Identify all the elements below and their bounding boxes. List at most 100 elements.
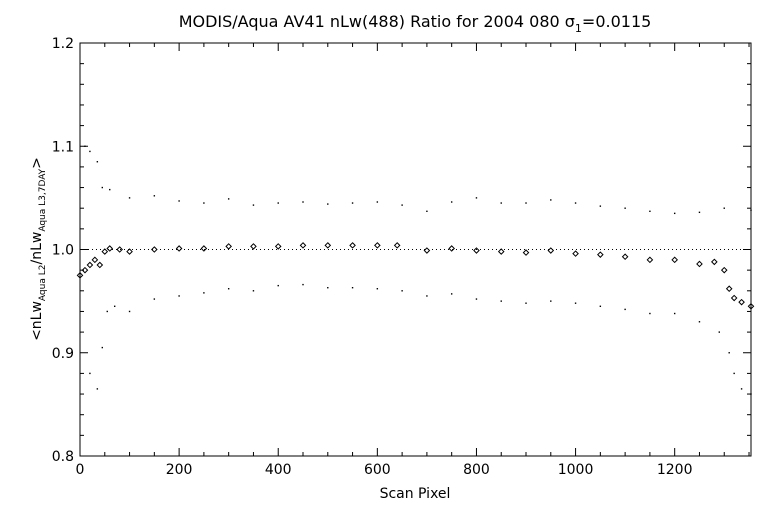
lower-sigma-point — [426, 295, 428, 297]
upper-sigma-point — [277, 202, 279, 204]
mean-ratio-point — [572, 250, 579, 257]
mean-ratio-point — [96, 261, 104, 269]
lower-sigma-point — [649, 312, 651, 315]
mean-ratio-point — [621, 253, 629, 261]
lower-sigma-point — [227, 288, 230, 290]
lower-sigma-point — [203, 292, 205, 294]
upper-sigma-point — [649, 210, 651, 212]
mean-ratio-point — [324, 242, 332, 249]
upper-sigma-point — [96, 161, 99, 163]
y-label-sub2: Aqua L3,7DAY — [38, 168, 48, 231]
lower-sigma-point — [178, 295, 180, 297]
mean-ratio-point — [646, 256, 654, 264]
chart-title-sigma-sub: 1 — [575, 22, 582, 35]
upper-sigma-point — [376, 201, 379, 203]
mean-ratio-point — [547, 247, 555, 254]
lower-sigma-point — [113, 305, 116, 307]
mean-ratio-point — [711, 258, 718, 266]
x-tick-label: 400 — [265, 462, 292, 478]
mean-ratio-point — [473, 247, 480, 254]
mean-ratio-point — [175, 245, 183, 252]
upper-sigma-point — [475, 197, 478, 199]
mean-ratio-point — [91, 256, 99, 264]
lower-sigma-point — [599, 305, 602, 307]
upper-sigma-point — [550, 199, 552, 201]
mean-ratio-point — [374, 242, 381, 249]
lower-sigma-point — [101, 346, 104, 349]
mean-ratio-point — [274, 243, 282, 250]
lower-sigma-point — [733, 372, 735, 375]
y-label-mid: /nLw — [29, 232, 45, 265]
lower-sigma-point — [128, 310, 131, 313]
x-tick-label: 600 — [364, 462, 391, 478]
upper-sigma-point — [599, 205, 602, 207]
mean-ratio-point — [720, 266, 728, 274]
lower-sigma-point — [302, 283, 304, 286]
lower-sigma-point — [96, 388, 99, 390]
upper-sigma-point — [227, 198, 230, 200]
upper-sigma-point — [327, 203, 329, 205]
upper-sigma-point — [302, 201, 304, 203]
upper-sigma-point — [252, 204, 255, 206]
upper-sigma-point — [84, 145, 86, 147]
lower-sigma-point — [500, 300, 502, 302]
lower-sigma-point — [351, 287, 354, 289]
lower-sigma-point — [89, 372, 91, 375]
lower-sigma-point — [750, 393, 752, 395]
mean-ratio-point — [151, 246, 158, 253]
chart-title: MODIS/Aqua AV41 nLw(488) Ratio for 2004 … — [179, 12, 652, 35]
upper-sigma-point — [101, 186, 104, 189]
lower-sigma-point — [673, 312, 676, 315]
mean-ratio-point — [393, 242, 401, 249]
upper-sigma-point — [574, 202, 577, 204]
y-tick-label: 1.0 — [52, 243, 74, 259]
x-tick-label: 800 — [463, 462, 490, 478]
mean-ratio-point — [86, 261, 94, 269]
mean-ratio-point — [696, 260, 703, 268]
lower-sigma-point — [277, 284, 279, 287]
y-label-suffix: > — [29, 157, 45, 169]
mean-ratio-point — [106, 245, 114, 252]
lower-sigma-point — [728, 352, 730, 354]
upper-sigma-point — [89, 150, 91, 153]
mean-ratio-point — [126, 248, 133, 255]
lower-sigma-point — [106, 310, 108, 313]
x-tick-label: 200 — [166, 462, 193, 478]
y-label-sub1: Aqua L2 — [38, 265, 48, 302]
x-tick-label: 0 — [76, 462, 85, 478]
mean-ratio-point — [200, 245, 208, 252]
mean-ratio-point — [738, 298, 745, 306]
upper-sigma-point — [128, 197, 131, 199]
lower-sigma-point — [698, 321, 701, 323]
upper-sigma-point — [673, 212, 676, 215]
upper-sigma-point — [401, 204, 403, 206]
mean-ratio-point — [448, 245, 455, 252]
y-tick-label: 0.9 — [52, 346, 74, 362]
mean-ratio-point — [725, 285, 733, 293]
upper-sigma-point — [624, 207, 626, 209]
lower-sigma-point — [718, 331, 720, 333]
mean-ratio-point — [299, 242, 307, 249]
lower-sigma-point — [376, 288, 379, 290]
upper-sigma-point — [698, 211, 701, 214]
mean-ratio-point — [225, 243, 232, 250]
y-tick-label: 1.2 — [52, 36, 74, 52]
mean-ratio-point — [116, 246, 123, 253]
upper-sigma-point — [723, 207, 725, 209]
y-axis-label: <nLwAqua L2/nLwAqua L3,7DAY> — [29, 157, 48, 341]
upper-sigma-point — [109, 188, 111, 191]
lower-sigma-point — [740, 388, 743, 390]
x-tick-label: 1000 — [558, 462, 594, 478]
upper-sigma-point — [426, 210, 428, 212]
upper-sigma-point — [525, 202, 527, 204]
mean-ratio-point — [747, 302, 755, 310]
lower-sigma-point — [624, 308, 626, 311]
mean-ratio-point — [671, 256, 678, 264]
mean-ratio-point — [423, 247, 431, 254]
mean-ratio-point — [597, 251, 604, 258]
upper-sigma-point — [153, 195, 156, 197]
mean-ratio-point — [497, 248, 505, 255]
lower-sigma-point — [525, 302, 527, 304]
